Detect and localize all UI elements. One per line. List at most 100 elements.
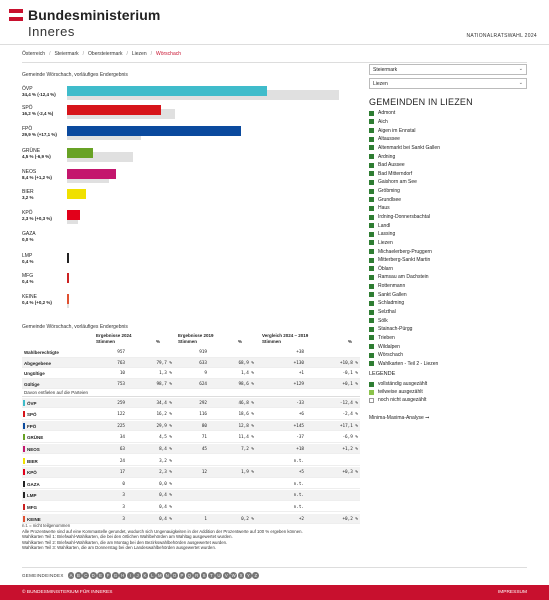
gemindex-letter[interactable]: H: [119, 572, 127, 579]
gemeinde-item[interactable]: Trieben: [369, 334, 527, 343]
gemeinde-item[interactable]: Landl: [369, 221, 527, 230]
gemindex-letter[interactable]: V: [222, 572, 230, 579]
gemeinde-item[interactable]: Admont: [369, 109, 527, 118]
gemindex-letter[interactable]: P: [178, 572, 186, 579]
gemeinde-item[interactable]: Wildalpen: [369, 342, 527, 351]
gemindex-letter[interactable]: S: [200, 572, 208, 579]
footnotes: n.t. = nicht teilgenommen Alle Prozentwer…: [22, 523, 360, 551]
cell-s19: 116: [199, 412, 207, 418]
legend: vollständig ausgezählt teilweise ausgezä…: [369, 380, 527, 404]
footnote: Wahlkarten Teil 3: Wahlkarten, die am Do…: [22, 545, 217, 550]
gemeinde-label: Selzthal: [378, 309, 396, 316]
gemeinde-item[interactable]: Gaishorn am See: [369, 178, 527, 187]
gemindex-letter[interactable]: F: [104, 572, 112, 579]
gemeinde-item[interactable]: Mitterberg-Sankt Martin: [369, 256, 527, 265]
gemindex-letter[interactable]: A: [67, 572, 75, 579]
footnote: Wahlkarten Teil 2: Briefwahl-Wahlkarten,…: [22, 539, 228, 545]
gemeinde-label: Admont: [378, 110, 396, 117]
gemindex-letter[interactable]: O: [171, 572, 178, 579]
impressum-link[interactable]: IMPRESSUM: [497, 590, 527, 595]
cell-p19: 18,6 %: [238, 412, 254, 418]
table-title: Gemeinde Wörschach, vorläufiges Endergeb…: [22, 324, 128, 330]
gemeinde-item[interactable]: Ardning: [369, 152, 527, 161]
party-color-marker: [23, 399, 25, 406]
gemindex-letter[interactable]: W: [230, 572, 238, 579]
gemindex-letter[interactable]: Z: [252, 572, 260, 579]
gemeinde-item[interactable]: Irdning-Donnersbachtal: [369, 213, 527, 222]
cell-s19: 1: [204, 516, 207, 522]
gemeinde-item[interactable]: Öblarn: [369, 265, 527, 274]
district-select[interactable]: Liezen ⌄: [369, 78, 527, 89]
legend-item-complete: vollständig ausgezählt: [369, 380, 527, 388]
gemindex-letter[interactable]: L: [148, 572, 156, 579]
cell-label: NEOS: [27, 446, 40, 452]
gemeinde-item[interactable]: Sölk: [369, 316, 527, 325]
gemeinde-item[interactable]: Sankt Gallen: [369, 290, 527, 299]
gemeinde-item[interactable]: Schladming: [369, 299, 527, 308]
gemeinde-item[interactable]: Altenmarkt bei Sankt Gallen: [369, 144, 527, 153]
gemindex-letter[interactable]: E: [97, 572, 105, 579]
gemindex-letter[interactable]: J: [134, 572, 141, 579]
status-square-icon: [369, 179, 374, 185]
cell-s24: 763: [117, 360, 125, 366]
gemeinde-label: Ramsau am Dachstein: [378, 274, 429, 281]
gemindex-letter[interactable]: K: [141, 572, 149, 579]
status-square-icon: [369, 300, 374, 306]
gemeinde-item[interactable]: Bad Mitterndorf: [369, 169, 527, 178]
chart-data-label: 0,4 %: [22, 279, 34, 284]
gemeinde-item[interactable]: Wörschach: [369, 351, 527, 360]
chart-bar-2019: [67, 152, 134, 162]
gemeinde-item[interactable]: Stainach-Pürgg: [369, 325, 527, 334]
gemindex-letter[interactable]: C: [82, 572, 90, 579]
chart-label-9: MFG 0,4 %: [22, 273, 62, 285]
gemeinde-item[interactable]: Aigen im Ennstal: [369, 126, 527, 135]
chart-party-name: KEINE: [22, 294, 38, 300]
gemindex-letter[interactable]: D: [89, 572, 97, 579]
breadcrumb-item-liezen[interactable]: Liezen: [131, 51, 147, 57]
breadcrumb-item-steiermark[interactable]: Steiermark: [54, 51, 79, 57]
gemeinde-label: Schladming: [378, 300, 405, 307]
gemindex-letter[interactable]: M: [156, 572, 164, 579]
breadcrumb-item-oesterreich[interactable]: Österreich: [22, 51, 46, 57]
gemeinde-item[interactable]: Rottenmann: [369, 282, 527, 291]
gemindex-letter[interactable]: T: [208, 572, 215, 579]
cell-s19: 45: [201, 446, 207, 452]
gemeinde-label: Aich: [378, 118, 388, 125]
gemindex-letter[interactable]: I: [126, 572, 134, 579]
cell-s19: 633: [199, 360, 207, 366]
gemindex-letter[interactable]: U: [215, 572, 223, 579]
gemindex-letter[interactable]: Q: [185, 572, 193, 579]
header-stimmen-compare: Stimmen: [262, 339, 282, 344]
state-select[interactable]: Steiermark ⌄: [369, 64, 527, 75]
gemeinde-item[interactable]: Gröbming: [369, 187, 527, 196]
gemindex-letter[interactable]: R: [193, 572, 201, 579]
gemeinde-item[interactable]: Ramsau am Dachstein: [369, 273, 527, 282]
minima-maxima-link[interactable]: Minima-Maxima-Analyse ➞: [369, 415, 429, 421]
cell-d: +5: [298, 470, 304, 476]
gemeinde-item[interactable]: Haus: [369, 204, 527, 213]
gemindex-letter[interactable]: G: [112, 572, 119, 579]
gemeinde-item[interactable]: Altaussee: [369, 135, 527, 144]
chart-party-name: LMP: [22, 253, 33, 259]
breadcrumb-item-obersteiermark[interactable]: Obersteiermark: [88, 51, 123, 57]
gemeinde-item[interactable]: Aich: [369, 118, 527, 127]
arrow-right-icon: ➞: [425, 415, 430, 421]
gemindex-letter[interactable]: B: [75, 572, 82, 579]
gemindex-letter[interactable]: X: [237, 572, 245, 579]
gemeinde-item[interactable]: Wahlkarten - Teil 2 - Liezen: [369, 360, 527, 369]
gemeinde-item[interactable]: Lassing: [369, 230, 527, 239]
gemeinde-item[interactable]: Liezen: [369, 239, 527, 248]
cell-dp: +0,2 %: [342, 516, 358, 522]
gemindex-letter[interactable]: Y: [245, 572, 252, 579]
status-square-icon: [369, 283, 374, 289]
gemindex-letter[interactable]: N: [163, 572, 171, 579]
ministry-title[interactable]: Bundesministerium: [28, 7, 161, 23]
ministry-subtitle[interactable]: Inneres: [28, 24, 75, 39]
gemeinde-label: Altenmarkt bei Sankt Gallen: [378, 144, 440, 151]
gemeinde-item[interactable]: Grundlsee: [369, 195, 527, 204]
cell-s19: 12: [201, 470, 207, 476]
gemeinde-item[interactable]: Michaelerberg-Pruggern: [369, 247, 527, 256]
gemeinde-item[interactable]: Bad Aussee: [369, 161, 527, 170]
party-color-marker: [23, 411, 25, 418]
gemeinde-item[interactable]: Selzthal: [369, 308, 527, 317]
